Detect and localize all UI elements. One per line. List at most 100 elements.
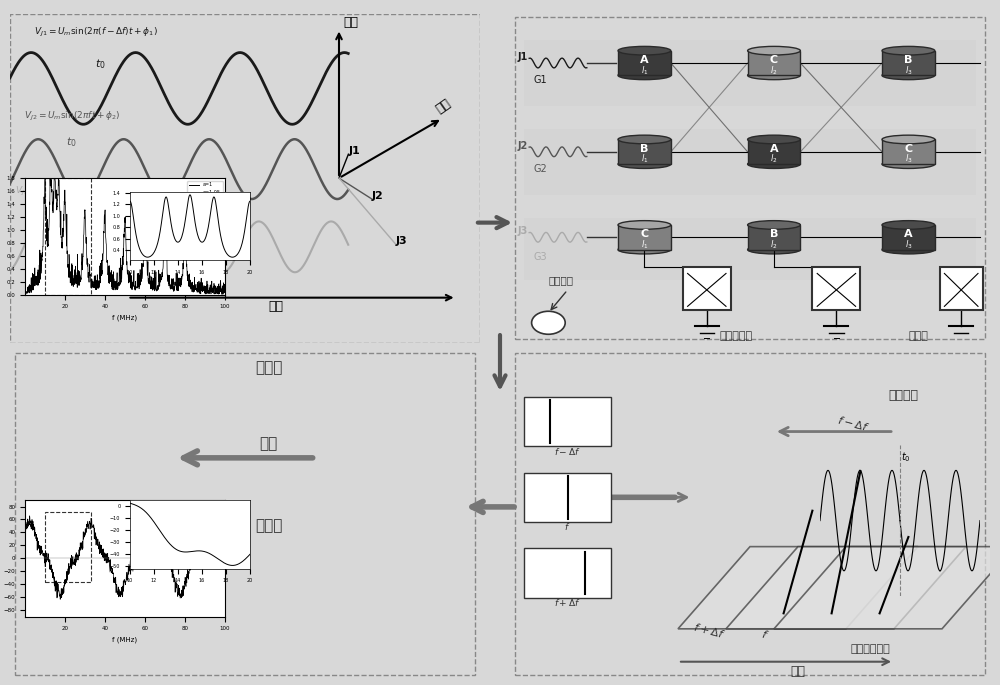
Text: $l_3$: $l_3$ bbox=[905, 153, 912, 165]
Bar bbox=[618, 140, 671, 164]
Polygon shape bbox=[726, 547, 966, 629]
Text: 解耦: 解耦 bbox=[259, 436, 278, 451]
Bar bbox=[10, 14, 480, 342]
Text: $V_{J2}=U_m\sin(2\pi ft+\phi_2)$: $V_{J2}=U_m\sin(2\pi ft+\phi_2)$ bbox=[24, 110, 121, 123]
Text: J2: J2 bbox=[517, 140, 527, 151]
Text: G1: G1 bbox=[534, 75, 548, 85]
Text: 相序: 相序 bbox=[433, 96, 453, 115]
Text: 幅值: 幅值 bbox=[344, 16, 359, 29]
Ellipse shape bbox=[618, 47, 671, 55]
Text: $l_1$: $l_1$ bbox=[641, 64, 648, 77]
Text: $f-\Delta f$: $f-\Delta f$ bbox=[836, 414, 871, 434]
Text: B: B bbox=[640, 144, 649, 153]
Bar bbox=[748, 140, 800, 164]
Bar bbox=[524, 218, 976, 280]
Bar bbox=[15, 353, 475, 675]
Ellipse shape bbox=[618, 135, 671, 144]
Bar bbox=[524, 129, 976, 195]
Legend: a=1, a=1.05, a=1.10: a=1, a=1.05, a=1.10 bbox=[187, 181, 223, 204]
Ellipse shape bbox=[748, 47, 800, 55]
Text: $l_1$: $l_1$ bbox=[641, 238, 648, 251]
Text: C: C bbox=[904, 144, 912, 153]
Text: 响应电流: 响应电流 bbox=[548, 275, 573, 286]
Text: C: C bbox=[640, 229, 648, 239]
Text: 信号耦合: 信号耦合 bbox=[889, 388, 919, 401]
Ellipse shape bbox=[882, 245, 935, 254]
Text: J1: J1 bbox=[348, 146, 360, 156]
Text: $f$: $f$ bbox=[564, 521, 571, 532]
Ellipse shape bbox=[882, 135, 935, 144]
Text: $l_1$: $l_1$ bbox=[641, 153, 648, 165]
Bar bbox=[45, 178, 91, 295]
Bar bbox=[524, 473, 611, 522]
Text: $f+\Delta f$: $f+\Delta f$ bbox=[692, 621, 727, 640]
Text: 频域: 频域 bbox=[790, 665, 806, 678]
Text: $t_0$: $t_0$ bbox=[66, 135, 77, 149]
Ellipse shape bbox=[882, 160, 935, 169]
Text: 幅度谱: 幅度谱 bbox=[255, 360, 282, 375]
Bar bbox=[515, 17, 985, 339]
Text: J1: J1 bbox=[517, 52, 527, 62]
X-axis label: f (MHz): f (MHz) bbox=[112, 637, 138, 643]
Ellipse shape bbox=[882, 47, 935, 55]
Bar bbox=[882, 51, 935, 75]
Bar bbox=[748, 51, 800, 75]
Text: $V_{J3}=U_m\sin(2\pi(f+\Delta f)t+\phi_3)$: $V_{J3}=U_m\sin(2\pi(f+\Delta f)t+\phi_3… bbox=[15, 184, 139, 197]
Text: J3: J3 bbox=[395, 236, 407, 246]
Legend: a=1, a=1.05, a=1.10: a=1, a=1.05, a=1.10 bbox=[187, 503, 223, 526]
Polygon shape bbox=[774, 547, 1000, 629]
Text: $l_2$: $l_2$ bbox=[770, 153, 778, 165]
Bar bbox=[618, 225, 671, 249]
Ellipse shape bbox=[618, 71, 671, 79]
Text: $t_0$: $t_0$ bbox=[38, 219, 49, 233]
Ellipse shape bbox=[748, 71, 800, 79]
Polygon shape bbox=[678, 547, 918, 629]
Text: $f+\Delta f$: $f+\Delta f$ bbox=[554, 597, 581, 608]
Ellipse shape bbox=[748, 221, 800, 229]
Text: C: C bbox=[770, 55, 778, 64]
Ellipse shape bbox=[618, 245, 671, 254]
Bar bbox=[618, 51, 671, 75]
Text: $t_0$: $t_0$ bbox=[95, 58, 105, 71]
Bar bbox=[515, 353, 985, 675]
Ellipse shape bbox=[748, 135, 800, 144]
Text: 相位谱: 相位谱 bbox=[255, 518, 282, 533]
Bar bbox=[812, 267, 860, 310]
Ellipse shape bbox=[882, 221, 935, 229]
Bar bbox=[524, 40, 976, 105]
Text: 接地箱: 接地箱 bbox=[908, 332, 928, 341]
Text: J3: J3 bbox=[517, 226, 527, 236]
Text: 交叉互联箱: 交叉互联箱 bbox=[719, 332, 752, 341]
Text: $f-\Delta f$: $f-\Delta f$ bbox=[554, 445, 581, 457]
Bar bbox=[882, 140, 935, 164]
Bar bbox=[748, 225, 800, 249]
Text: 复合响应波形: 复合响应波形 bbox=[850, 644, 890, 654]
Text: $l_3$: $l_3$ bbox=[905, 64, 912, 77]
Text: G3: G3 bbox=[534, 252, 548, 262]
Text: $f$: $f$ bbox=[760, 627, 770, 640]
Bar bbox=[940, 267, 983, 310]
Ellipse shape bbox=[882, 71, 935, 79]
Text: A: A bbox=[640, 55, 649, 64]
Bar bbox=[45, 512, 91, 582]
Text: B: B bbox=[770, 229, 778, 239]
Text: $l_2$: $l_2$ bbox=[770, 64, 778, 77]
Ellipse shape bbox=[748, 245, 800, 254]
Text: J2: J2 bbox=[372, 191, 384, 201]
Text: A: A bbox=[904, 229, 913, 239]
Bar bbox=[524, 548, 611, 597]
X-axis label: f (MHz): f (MHz) bbox=[112, 315, 138, 321]
Text: $V_{J1}=U_m\sin(2\pi(f-\Delta f)t+\phi_1)$: $V_{J1}=U_m\sin(2\pi(f-\Delta f)t+\phi_1… bbox=[34, 26, 157, 39]
Text: 时域: 时域 bbox=[268, 299, 284, 312]
Text: $l_3$: $l_3$ bbox=[905, 238, 912, 251]
Bar bbox=[683, 267, 731, 310]
Ellipse shape bbox=[618, 160, 671, 169]
Ellipse shape bbox=[748, 160, 800, 169]
Bar bbox=[882, 225, 935, 249]
Circle shape bbox=[532, 311, 565, 334]
Text: A: A bbox=[770, 144, 778, 153]
Text: $l_2$: $l_2$ bbox=[770, 238, 778, 251]
Text: G2: G2 bbox=[534, 164, 548, 173]
Ellipse shape bbox=[618, 221, 671, 229]
Bar bbox=[524, 397, 611, 447]
